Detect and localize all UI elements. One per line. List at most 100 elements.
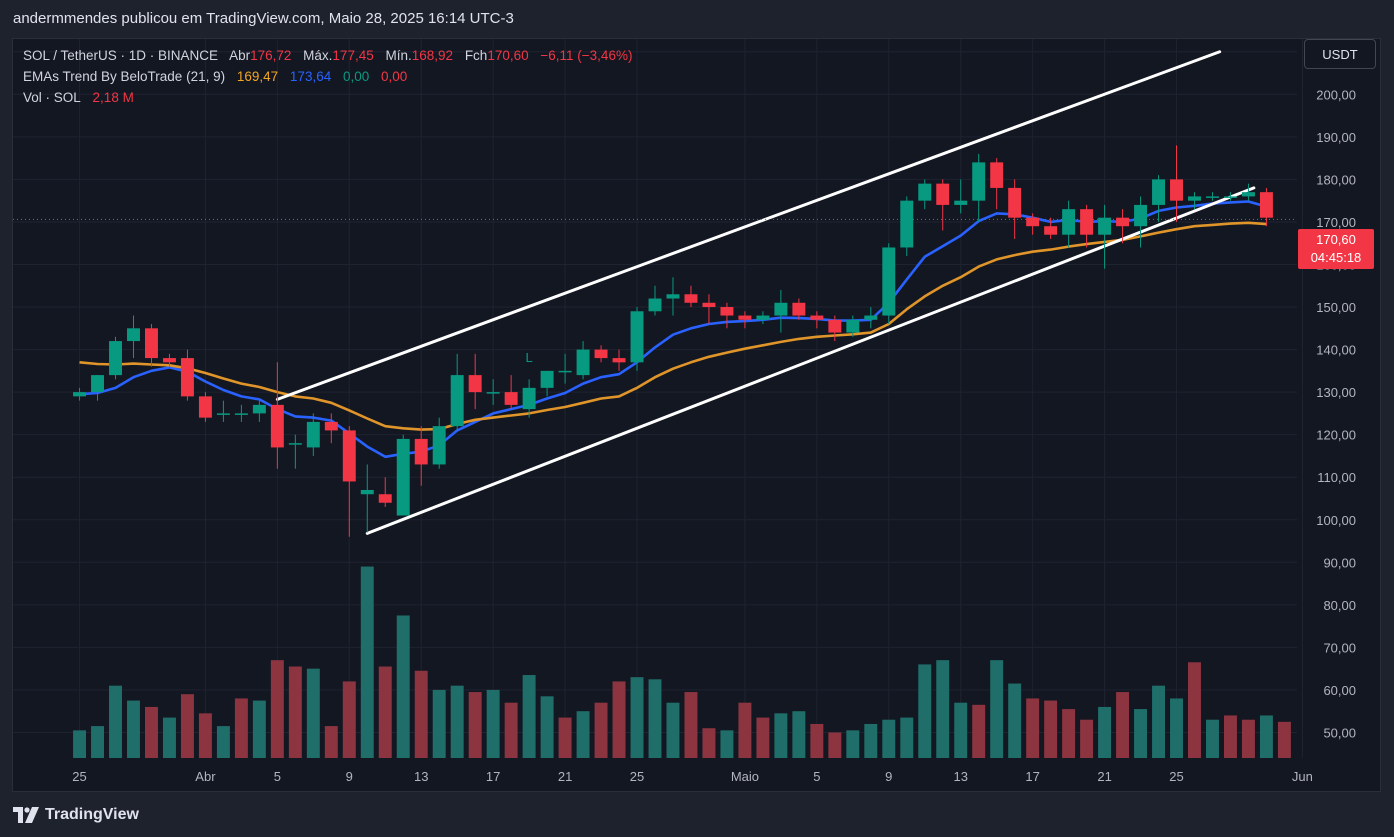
currency-button[interactable]: USDT [1304, 39, 1376, 69]
candle [702, 294, 716, 325]
candle [954, 179, 968, 214]
volume-bar [1062, 709, 1076, 758]
volume-bar [144, 706, 158, 758]
candle [1026, 213, 1040, 235]
candle-body [972, 162, 986, 201]
candle [684, 285, 698, 308]
x-tick-label: Jun [1292, 769, 1313, 784]
volume-bar [432, 689, 446, 758]
candle-body [288, 443, 302, 445]
x-tick-label: Abr [195, 769, 216, 784]
x-tick-label: 17 [1025, 769, 1039, 784]
volume-bar [324, 726, 338, 758]
candle [630, 307, 644, 371]
low-value: 168,92 [411, 48, 454, 63]
volume-bar [1026, 698, 1040, 758]
volume-bar [288, 666, 302, 758]
brand-footer[interactable]: TradingView [13, 806, 139, 824]
legend-indicator-row[interactable]: EMAs Trend By BeloTrade (21, 9) 169,47 1… [23, 66, 632, 87]
candle [342, 426, 356, 537]
marker-layer: L [526, 350, 533, 365]
volume-bar [558, 717, 572, 758]
candle [1044, 217, 1058, 239]
candle-body [1223, 196, 1237, 198]
candle-layer [73, 145, 1273, 537]
candle [936, 179, 950, 231]
candle [288, 434, 302, 469]
x-tick-label: 5 [274, 769, 281, 784]
last-price-tag: 170,60 04:45:18 [1298, 229, 1374, 269]
candle [432, 417, 446, 469]
candle-body [144, 328, 158, 359]
candle [324, 413, 338, 444]
volume-bar [180, 694, 194, 758]
ema21-value: 169,47 [236, 69, 279, 84]
candle [378, 477, 392, 507]
volume-bar [360, 566, 374, 758]
candle [774, 290, 788, 333]
candle [162, 353, 176, 367]
volume-bar [756, 717, 770, 758]
candle-body [612, 358, 626, 363]
candle-body [450, 375, 464, 427]
volume-bar [1044, 700, 1058, 758]
open-label: Abr [229, 48, 251, 63]
legend-symbol-row[interactable]: SOL / TetherUS · 1D · BINANCE Abr176,72 … [23, 45, 632, 66]
volume-bar [306, 668, 320, 758]
y-tick-label: 170,00 [1316, 215, 1356, 230]
candle [396, 434, 410, 516]
candle-body [684, 294, 698, 303]
ema-fast-line [79, 200, 1267, 459]
x-tick-label: 13 [953, 769, 967, 784]
candle [1170, 145, 1183, 222]
y-tick-label: 90,00 [1323, 555, 1356, 570]
countdown-timer: 04:45:18 [1310, 250, 1362, 265]
candle-body [252, 404, 266, 414]
volume-bar [504, 702, 518, 758]
candle-body [1241, 192, 1255, 197]
candle [1080, 204, 1094, 248]
x-tick-label: Maio [731, 769, 759, 784]
candle-body [720, 307, 734, 316]
legend: SOL / TetherUS · 1D · BINANCE Abr176,72 … [23, 45, 632, 108]
candle-body [666, 294, 680, 299]
low-label: Mín. [385, 48, 412, 63]
candle-body [990, 162, 1004, 188]
candle [576, 341, 590, 380]
volume-bar [630, 677, 644, 758]
candle [864, 307, 878, 329]
candle-body [558, 370, 572, 373]
candle-body [756, 315, 770, 320]
volume-bar [234, 698, 248, 758]
volume-bar [1008, 683, 1022, 758]
legend-volume-row[interactable]: Vol · SOL 2,18 M [23, 87, 632, 108]
y-tick-label: 190,00 [1316, 130, 1356, 145]
indicator-value-3: 0,00 [342, 69, 370, 84]
volume-bar [450, 685, 464, 758]
candle-body [648, 298, 662, 312]
candle-body [522, 387, 536, 410]
open-value: 176,72 [250, 48, 292, 63]
candle [1206, 192, 1219, 201]
volume-bar [198, 713, 212, 758]
y-tick-label: 70,00 [1323, 640, 1356, 655]
candle [720, 302, 734, 329]
candle [1241, 183, 1255, 201]
candle [1152, 175, 1166, 222]
ema-layer [79, 200, 1267, 459]
volume-bar [576, 711, 590, 758]
candle [91, 375, 104, 401]
candle [1259, 187, 1273, 227]
volume-bar [378, 666, 392, 758]
candle-body [792, 302, 806, 316]
candle [216, 400, 230, 422]
candle [918, 179, 932, 210]
volume-bar [792, 711, 806, 758]
chart-frame[interactable] [12, 38, 1381, 792]
candle [1188, 192, 1201, 210]
candle-body [540, 370, 554, 388]
y-tick-label: 180,00 [1316, 172, 1356, 187]
channel-upper-line [275, 50, 1222, 401]
volume-bar [954, 702, 968, 758]
